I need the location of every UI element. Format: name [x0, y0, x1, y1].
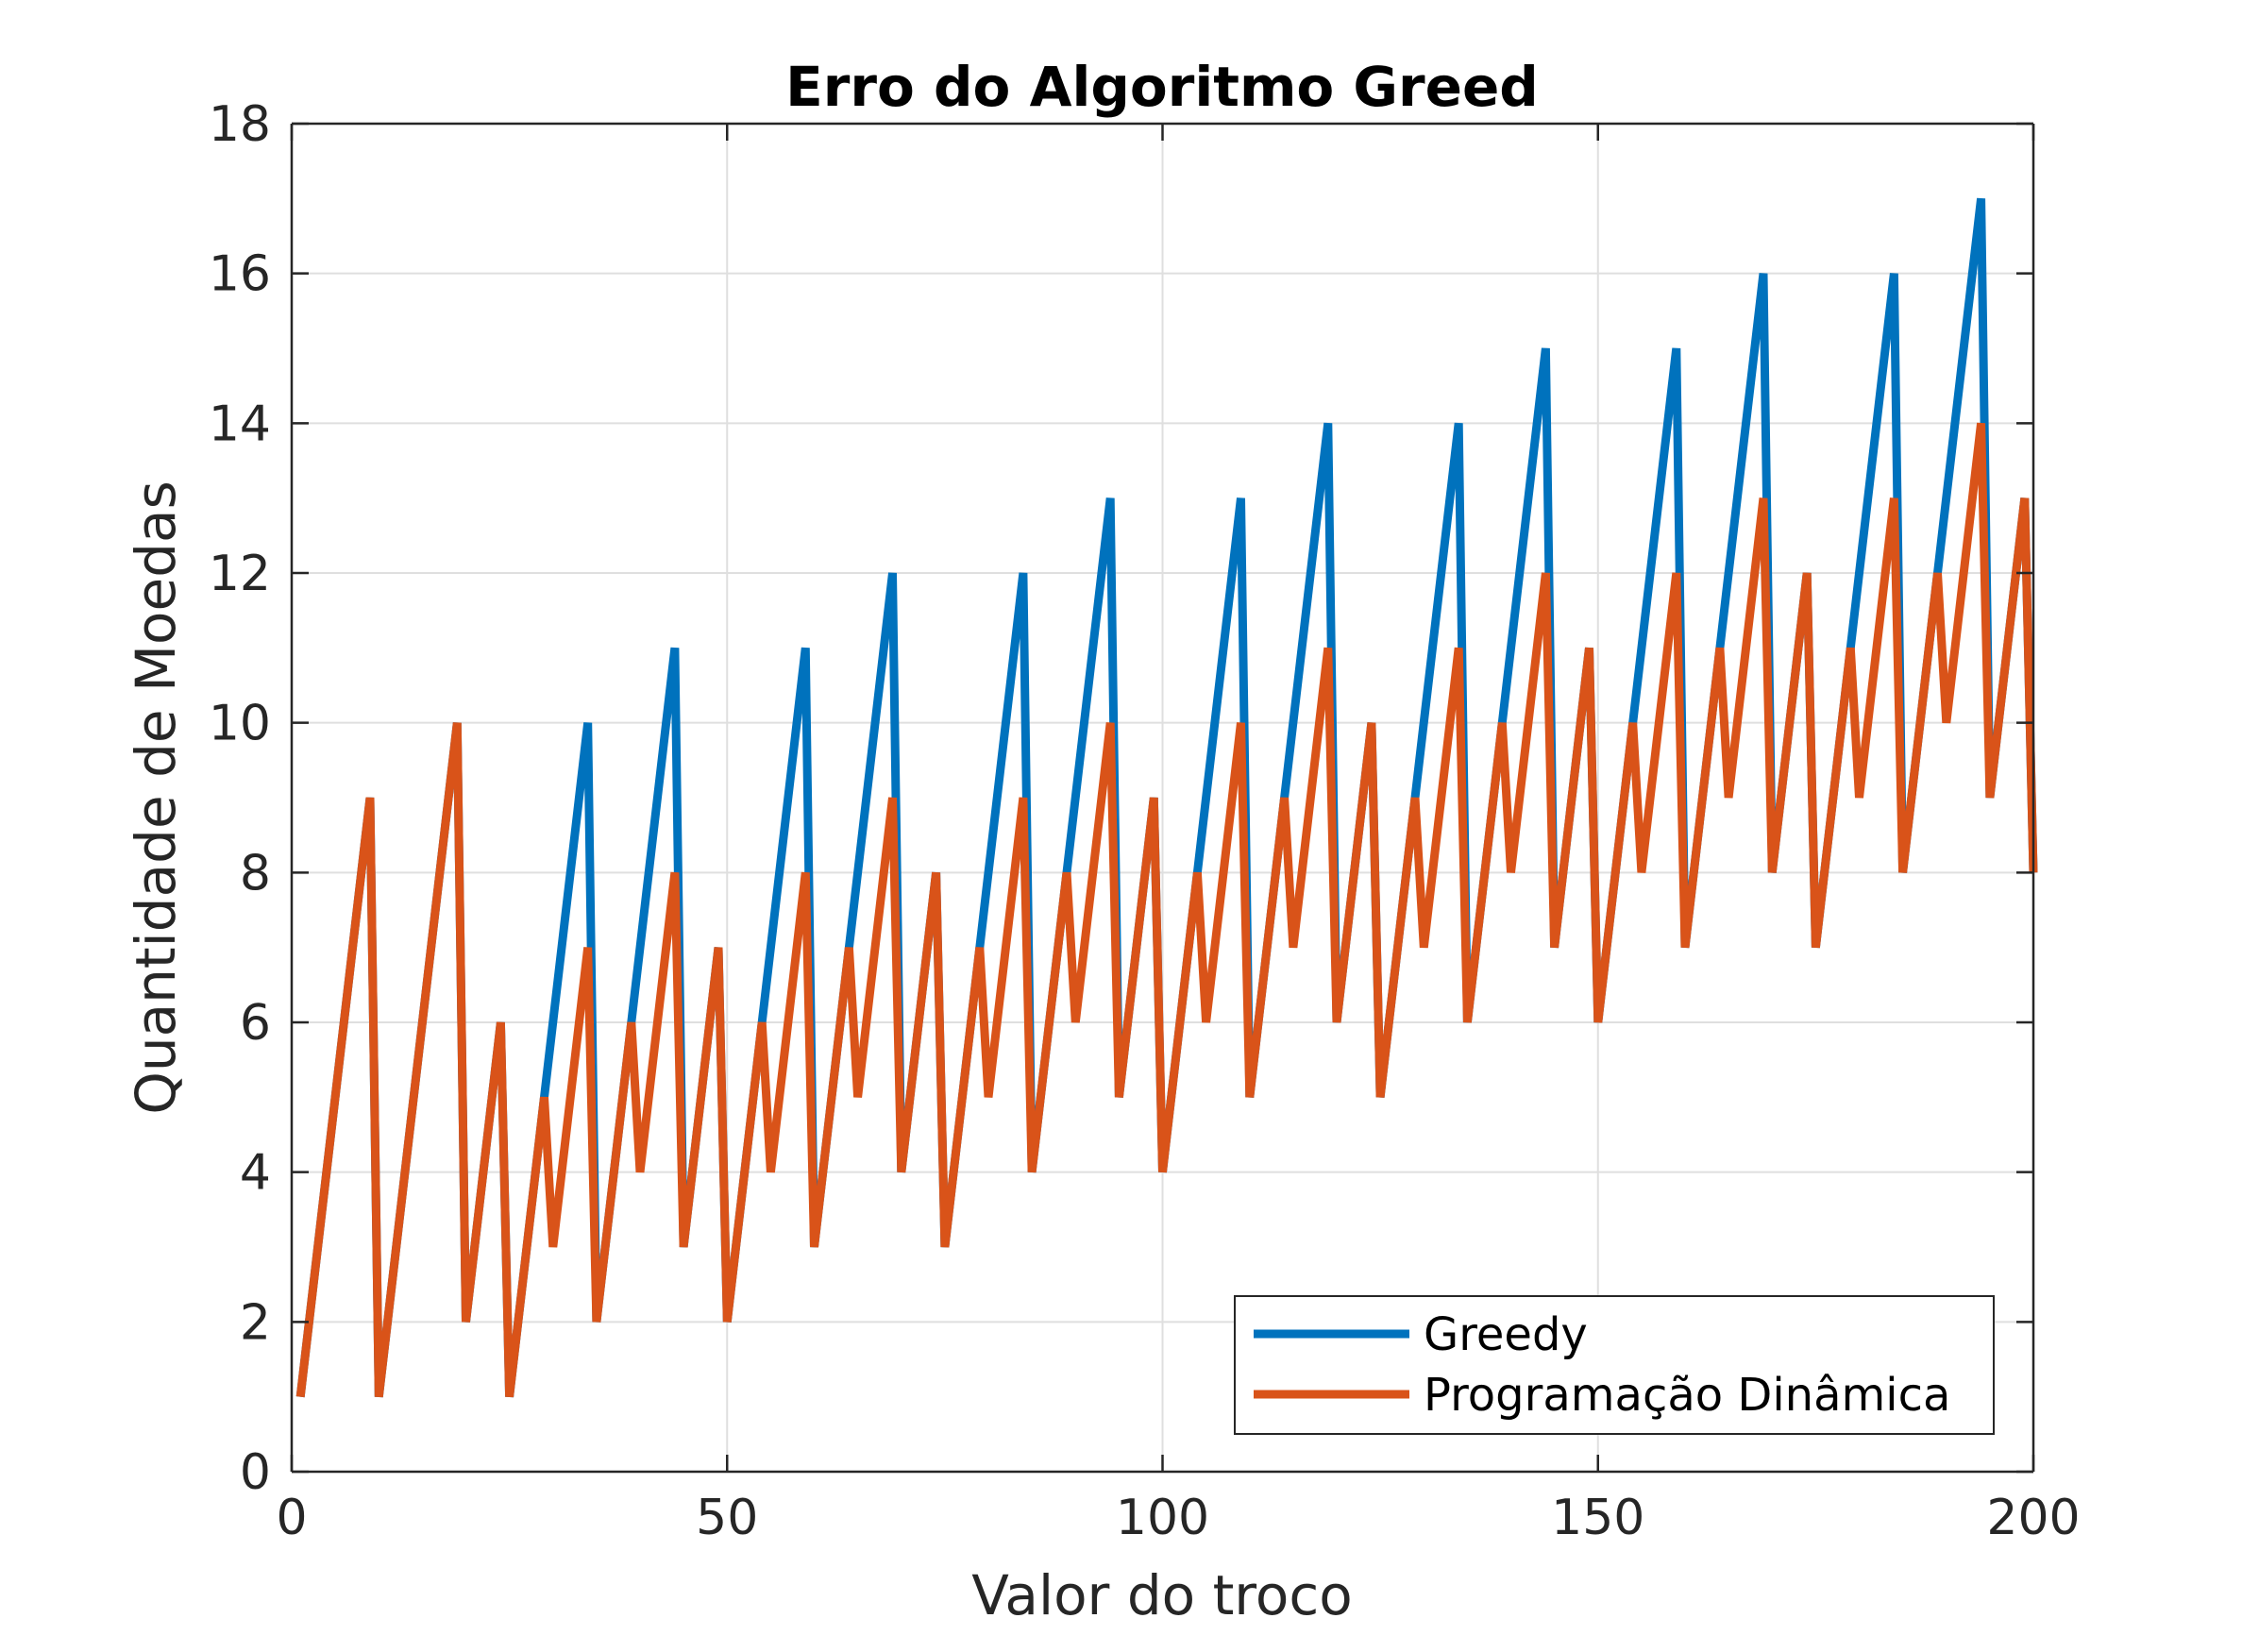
legend-label-programacao-dinamica: Programação Dinâmica: [1424, 1369, 1950, 1422]
x-tick-label: 100: [1116, 1490, 1209, 1546]
x-tick-label: 200: [1986, 1490, 2080, 1546]
series-line-programacao-dinamica: [295, 422, 2038, 1398]
x-tick-label: 0: [276, 1490, 307, 1546]
series-layer: [295, 197, 2038, 1398]
x-axis-label: Valor do troco: [971, 1563, 1353, 1627]
legend: Greedy Programação Dinâmica: [1234, 1295, 1995, 1435]
legend-box: [1234, 1295, 1995, 1435]
y-tick-label: 12: [209, 546, 271, 602]
y-tick-label: 8: [240, 845, 271, 902]
y-tick-label: 10: [209, 696, 271, 752]
y-tick-label: 4: [240, 1145, 271, 1202]
y-tick-label: 0: [240, 1444, 271, 1501]
y-tick-label: 16: [209, 246, 271, 303]
y-tick-label: 6: [240, 995, 271, 1052]
y-tick-label: 14: [209, 396, 271, 452]
legend-label-greedy: Greedy: [1424, 1308, 1588, 1361]
chart-title: Erro do Algoritmo Greed: [785, 55, 1539, 119]
y-axis-label: Quantidade de Moedas: [124, 480, 188, 1115]
y-tick-label: 2: [240, 1294, 271, 1351]
x-tick-label: 150: [1551, 1490, 1644, 1546]
y-tick-label: 18: [209, 96, 271, 153]
x-tick-label: 50: [696, 1490, 758, 1546]
ticks: 0 50 100 150 200 0 2 4 6 8 10 12 14 16 18: [209, 96, 2081, 1546]
